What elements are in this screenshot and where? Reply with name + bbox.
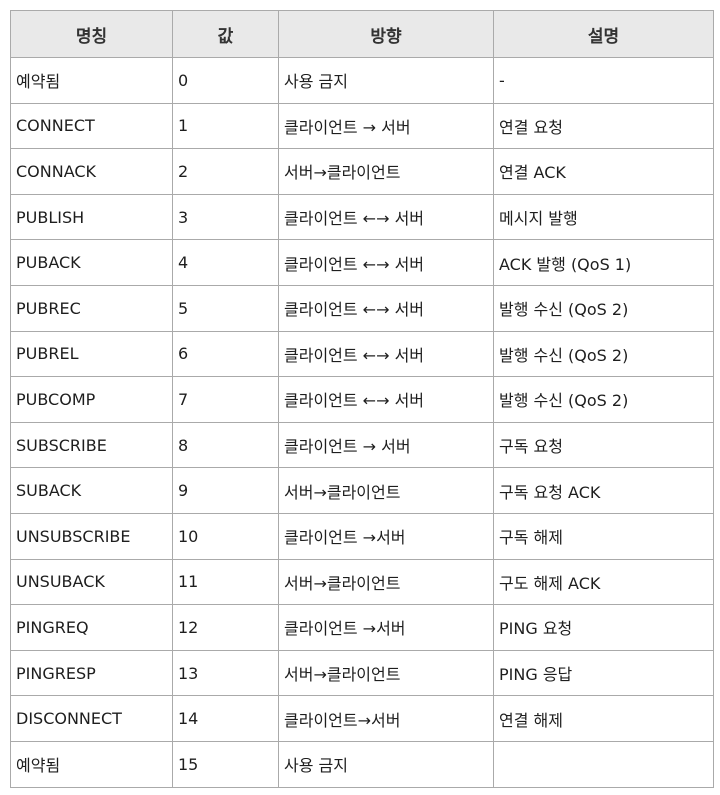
cell-description: ACK 발행 (QoS 1) bbox=[493, 239, 714, 286]
cell-name: SUBSCRIBE bbox=[10, 421, 173, 469]
cell-description: 연결 해제 bbox=[493, 695, 714, 742]
table-row: SUBSCRIBE 8 클라이언트 → 서버 구독 요청 bbox=[10, 421, 714, 469]
cell-description: 연결 요청 bbox=[493, 102, 714, 150]
cell-name: PINGREQ bbox=[10, 604, 173, 651]
table-row: UNSUBSCRIBE 10 클라이언트 →서버 구독 해제 bbox=[10, 512, 714, 560]
table-row: SUBACK 9 서버→클라이언트 구독 요청 ACK bbox=[10, 467, 714, 514]
cell-value: 4 bbox=[172, 239, 279, 286]
cell-description: 발행 수신 (QoS 2) bbox=[493, 376, 714, 423]
cell-direction: 클라이언트 →서버 bbox=[278, 604, 494, 651]
cell-value: 7 bbox=[172, 376, 279, 423]
cell-value: 14 bbox=[172, 695, 279, 742]
cell-name: PUBCOMP bbox=[10, 376, 173, 423]
cell-value: 6 bbox=[172, 330, 279, 378]
cell-value: 5 bbox=[172, 284, 279, 332]
cell-description: 구도 해제 ACK bbox=[493, 558, 714, 606]
table-row: PUBACK 4 클라이언트 ←→ 서버 ACK 발행 (QoS 1) bbox=[10, 239, 714, 286]
cell-description: PING 응답 bbox=[493, 649, 714, 697]
table-row: PUBREC 5 클라이언트 ←→ 서버 발행 수신 (QoS 2) bbox=[10, 284, 714, 332]
cell-name: DISCONNECT bbox=[10, 695, 173, 742]
cell-value: 2 bbox=[172, 148, 279, 195]
cell-value: 9 bbox=[172, 467, 279, 514]
cell-direction: 클라이언트 ←→ 서버 bbox=[278, 284, 494, 332]
cell-direction: 클라이언트 →서버 bbox=[278, 512, 494, 560]
cell-name: PUBLISH bbox=[10, 193, 173, 241]
cell-direction: 클라이언트 ←→ 서버 bbox=[278, 330, 494, 378]
table-row: UNSUBACK 11 서버→클라이언트 구도 해제 ACK bbox=[10, 558, 714, 606]
cell-value: 3 bbox=[172, 193, 279, 241]
column-header-name: 명칭 bbox=[10, 10, 173, 58]
cell-name: CONNACK bbox=[10, 148, 173, 195]
cell-value: 0 bbox=[172, 57, 279, 104]
cell-direction: 클라이언트 ←→ 서버 bbox=[278, 376, 494, 423]
table-row: PINGRESP 13 서버→클라이언트 PING 응답 bbox=[10, 649, 714, 697]
cell-direction: 서버→클라이언트 bbox=[278, 558, 494, 606]
cell-name: PUBACK bbox=[10, 239, 173, 286]
cell-description: 연결 ACK bbox=[493, 148, 714, 195]
cell-name: 예약됨 bbox=[10, 57, 173, 104]
cell-name: SUBACK bbox=[10, 467, 173, 514]
table-body: 예약됨 0 사용 금지 - CONNECT 1 클라이언트 → 서버 연결 요청 CONNACK… bbox=[10, 57, 714, 788]
cell-description: - bbox=[493, 57, 714, 104]
cell-direction: 서버→클라이언트 bbox=[278, 148, 494, 195]
column-header-description: 설명 bbox=[493, 10, 714, 58]
table-row: DISCONNECT 14 클라이언트→서버 연결 해제 bbox=[10, 695, 714, 742]
table-row: CONNACK 2 서버→클라이언트 연결 ACK bbox=[10, 148, 714, 195]
cell-direction: 클라이언트→서버 bbox=[278, 695, 494, 742]
table-row: PUBLISH 3 클라이언트 ←→ 서버 메시지 발행 bbox=[10, 193, 714, 241]
cell-value: 12 bbox=[172, 604, 279, 651]
header-row: 명칭 값 방향 설명 bbox=[10, 10, 714, 58]
column-header-direction: 방향 bbox=[278, 10, 494, 58]
cell-name: PUBREC bbox=[10, 284, 173, 332]
cell-direction: 사용 금지 bbox=[278, 57, 494, 104]
cell-direction: 서버→클라이언트 bbox=[278, 649, 494, 697]
cell-description: 구독 요청 ACK bbox=[493, 467, 714, 514]
packet-type-table: 명칭 값 방향 설명 예약됨 0 사용 금지 - CONNECT 1 클라이언트 → 서버 연… bbox=[10, 10, 714, 788]
cell-name: UNSUBACK bbox=[10, 558, 173, 606]
cell-name: PUBREL bbox=[10, 330, 173, 378]
table-row: 예약됨 15 사용 금지 bbox=[10, 740, 714, 788]
cell-description: 발행 수신 (QoS 2) bbox=[493, 330, 714, 378]
table-row: 예약됨 0 사용 금지 - bbox=[10, 57, 714, 104]
cell-value: 11 bbox=[172, 558, 279, 606]
table-row: PINGREQ 12 클라이언트 →서버 PING 요청 bbox=[10, 604, 714, 651]
cell-value: 8 bbox=[172, 421, 279, 469]
cell-value: 15 bbox=[172, 740, 279, 788]
cell-name: PINGRESP bbox=[10, 649, 173, 697]
cell-direction: 사용 금지 bbox=[278, 740, 494, 788]
cell-name: UNSUBSCRIBE bbox=[10, 512, 173, 560]
cell-value: 10 bbox=[172, 512, 279, 560]
cell-name: CONNECT bbox=[10, 102, 173, 150]
cell-direction: 클라이언트 → 서버 bbox=[278, 421, 494, 469]
table-row: PUBCOMP 7 클라이언트 ←→ 서버 발행 수신 (QoS 2) bbox=[10, 376, 714, 423]
cell-name: 예약됨 bbox=[10, 740, 173, 788]
cell-description: 메시지 발행 bbox=[493, 193, 714, 241]
cell-direction: 서버→클라이언트 bbox=[278, 467, 494, 514]
cell-description: PING 요청 bbox=[493, 604, 714, 651]
cell-description: 구독 요청 bbox=[493, 421, 714, 469]
table-row: CONNECT 1 클라이언트 → 서버 연결 요청 bbox=[10, 102, 714, 150]
table-header: 명칭 값 방향 설명 bbox=[10, 10, 714, 58]
cell-direction: 클라이언트 ←→ 서버 bbox=[278, 193, 494, 241]
cell-value: 1 bbox=[172, 102, 279, 150]
cell-value: 13 bbox=[172, 649, 279, 697]
table-row: PUBREL 6 클라이언트 ←→ 서버 발행 수신 (QoS 2) bbox=[10, 330, 714, 378]
column-header-value: 값 bbox=[172, 10, 279, 58]
cell-description: 구독 해제 bbox=[493, 512, 714, 560]
cell-description: 발행 수신 (QoS 2) bbox=[493, 284, 714, 332]
cell-direction: 클라이언트 ←→ 서버 bbox=[278, 239, 494, 286]
cell-direction: 클라이언트 → 서버 bbox=[278, 102, 494, 150]
cell-description bbox=[493, 740, 714, 788]
